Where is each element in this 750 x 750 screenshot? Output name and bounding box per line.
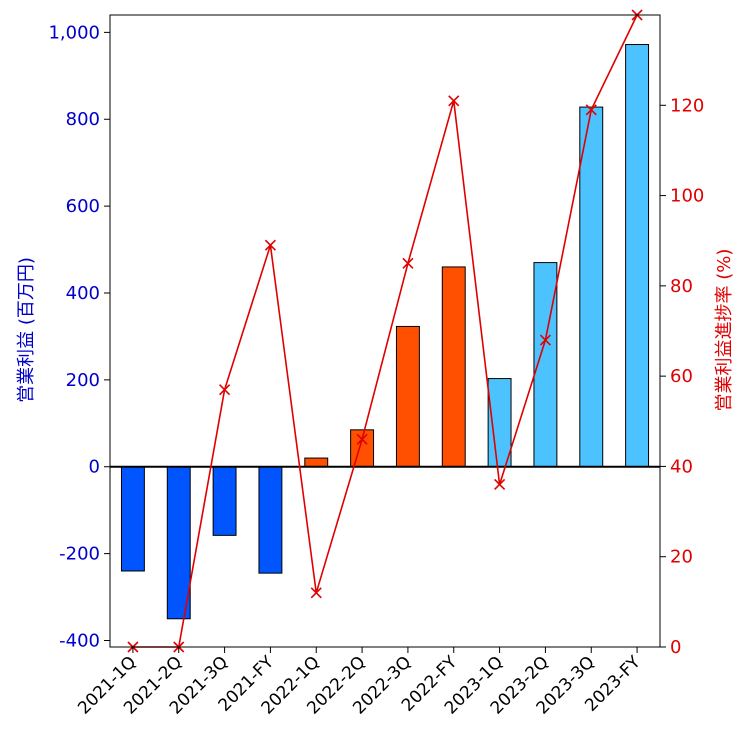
bar-2022-1Q bbox=[304, 457, 329, 468]
progress-line-layer bbox=[127, 9, 643, 653]
bar-2021-2Q bbox=[166, 466, 191, 620]
y-tick-label-left: 1,000 bbox=[48, 22, 100, 43]
progress-marker-2022-FY bbox=[448, 95, 460, 107]
y-tick-label-right: 0 bbox=[670, 637, 681, 658]
bar-2022-FY bbox=[441, 266, 466, 468]
bar-2021-FY bbox=[258, 466, 283, 574]
progress-marker-2021-FY bbox=[264, 239, 276, 251]
y-tick-label-left: -400 bbox=[59, 630, 100, 651]
progress-marker-2021-3Q bbox=[219, 384, 231, 396]
y-tick-label-right: 120 bbox=[670, 95, 704, 116]
progress-line bbox=[132, 14, 638, 648]
progress-marker-2023-2Q bbox=[539, 334, 551, 346]
bar-layer bbox=[120, 44, 650, 620]
progress-marker-2022-1Q bbox=[310, 587, 322, 599]
y-tick-label-right: 100 bbox=[670, 186, 704, 207]
y-tick-label-right: 80 bbox=[670, 276, 693, 297]
progress-marker-2022-3Q bbox=[402, 257, 414, 269]
y-axis-label-left: 営業利益 (百万円) bbox=[16, 257, 37, 403]
bar-2023-FY bbox=[625, 44, 650, 468]
plot-frame bbox=[109, 14, 661, 648]
y-axis-label-right: 営業利益進捗率 (%) bbox=[714, 249, 735, 412]
y-tick-label-left: -200 bbox=[59, 544, 100, 565]
progress-marker-2023-1Q bbox=[494, 478, 506, 491]
plot-border bbox=[109, 14, 661, 648]
y-tick-label-right: 40 bbox=[670, 456, 693, 477]
y-tick-label-left: 400 bbox=[66, 283, 100, 304]
progress-marker-2022-2Q bbox=[356, 433, 368, 445]
bar-2022-2Q bbox=[350, 429, 375, 468]
y-tick-label-left: 0 bbox=[89, 457, 100, 478]
y-tick-label-left: 200 bbox=[66, 370, 100, 391]
bar-2022-3Q bbox=[395, 325, 420, 468]
y-tick-label-right: 20 bbox=[670, 547, 693, 568]
y-tick-label-left: 600 bbox=[66, 196, 100, 217]
y-tick-label-right: 60 bbox=[670, 366, 693, 387]
bar-2023-3Q bbox=[579, 106, 604, 468]
progress-marker-2023-3Q bbox=[585, 104, 597, 116]
axes-layer: -400 -200 0 200 400 600 800 1,000 0 20 40 60 80 100 12… bbox=[48, 22, 704, 718]
y-tick-label-left: 800 bbox=[66, 109, 100, 130]
bar-2021-3Q bbox=[212, 466, 237, 536]
bar-2021-1Q bbox=[120, 466, 145, 572]
